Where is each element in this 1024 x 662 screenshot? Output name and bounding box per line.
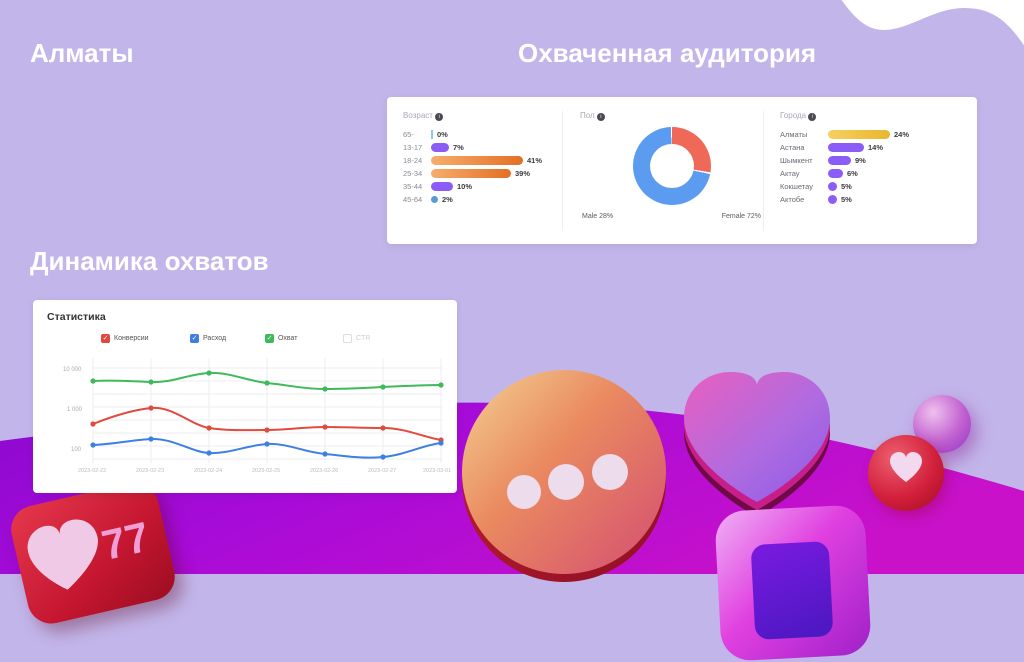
svg-text:100: 100 [71,447,82,453]
svg-text:2023-03-01: 2023-03-01 [423,468,451,474]
svg-text:2023-02-23: 2023-02-23 [136,468,164,474]
svg-text:2023-02-25: 2023-02-25 [252,468,280,474]
svg-text:1 000: 1 000 [67,407,83,413]
svg-text:2023-02-22: 2023-02-22 [78,468,106,474]
svg-text:2023-02-24: 2023-02-24 [194,468,222,474]
svg-text:2023-02-26: 2023-02-26 [310,468,338,474]
svg-text:2023-02-27: 2023-02-27 [368,468,396,474]
svg-text:77: 77 [97,513,153,569]
svg-text:10 000: 10 000 [63,367,82,373]
